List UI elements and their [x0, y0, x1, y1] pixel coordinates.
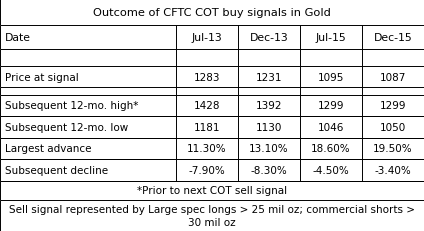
Text: 18.60%: 18.60%	[311, 144, 351, 154]
Text: Largest advance: Largest advance	[5, 144, 92, 154]
Text: Subsequent decline: Subsequent decline	[5, 165, 108, 175]
Text: 1087: 1087	[380, 72, 406, 82]
Text: Subsequent 12-mo. high*: Subsequent 12-mo. high*	[5, 101, 139, 111]
Text: 1050: 1050	[380, 122, 406, 132]
Text: Dec-15: Dec-15	[374, 33, 413, 43]
Text: 30 mil oz: 30 mil oz	[188, 217, 236, 227]
Text: Sell signal represented by Large spec longs > 25 mil oz; commercial shorts >: Sell signal represented by Large spec lo…	[9, 204, 415, 214]
Text: 1299: 1299	[380, 101, 406, 111]
Text: Subsequent 12-mo. low: Subsequent 12-mo. low	[5, 122, 128, 132]
Text: 1130: 1130	[256, 122, 282, 132]
Text: 1231: 1231	[256, 72, 282, 82]
Text: Date: Date	[5, 33, 31, 43]
Text: Jul-13: Jul-13	[192, 33, 223, 43]
Text: -3.40%: -3.40%	[375, 165, 411, 175]
Text: -7.90%: -7.90%	[189, 165, 226, 175]
Text: 1095: 1095	[318, 72, 344, 82]
Text: 11.30%: 11.30%	[187, 144, 227, 154]
Text: Jul-15: Jul-15	[316, 33, 346, 43]
Text: 1392: 1392	[256, 101, 282, 111]
Text: 1283: 1283	[194, 72, 220, 82]
Text: Price at signal: Price at signal	[5, 72, 79, 82]
Text: Dec-13: Dec-13	[250, 33, 288, 43]
Text: 19.50%: 19.50%	[373, 144, 413, 154]
Text: -4.50%: -4.50%	[312, 165, 349, 175]
Text: 1299: 1299	[318, 101, 344, 111]
Text: 1046: 1046	[318, 122, 344, 132]
Text: Outcome of CFTC COT buy signals in Gold: Outcome of CFTC COT buy signals in Gold	[93, 8, 331, 18]
Text: 13.10%: 13.10%	[249, 144, 289, 154]
Text: 1181: 1181	[194, 122, 220, 132]
Text: 1428: 1428	[194, 101, 220, 111]
Text: *Prior to next COT sell signal: *Prior to next COT sell signal	[137, 185, 287, 195]
Text: -8.30%: -8.30%	[251, 165, 287, 175]
